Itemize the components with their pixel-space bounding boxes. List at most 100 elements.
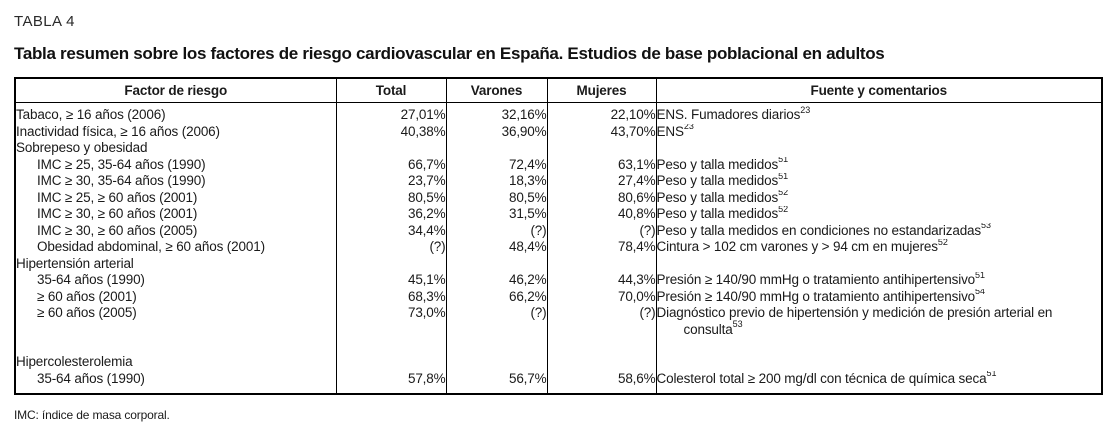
- total-value: 27,01%: [335, 102, 446, 124]
- varones-value: 66,2%: [445, 288, 547, 305]
- mujeres-value: (?): [546, 222, 656, 239]
- risk-factor-label: Hipercolesterolemia: [16, 354, 133, 369]
- total-value: [335, 255, 446, 272]
- varones-value: [445, 354, 547, 371]
- risk-factor-label: IMC ≥ 25, ≥ 60 años (2001): [37, 189, 198, 205]
- risk-factor-label: IMC ≥ 30, 35-64 años (1990): [37, 173, 206, 188]
- total-value: 80,5%: [335, 189, 446, 206]
- mujeres-value: 63,1%: [546, 156, 656, 173]
- varones-value: 31,5%: [445, 206, 547, 223]
- col-header-fuente: Fuente y comentarios: [655, 78, 1102, 103]
- table-row: Inactividad física, ≥ 16 años (2006) 40,…: [15, 123, 1102, 140]
- reference-superscript: 23: [683, 123, 694, 131]
- source-text: Peso y talla medidos51: [657, 173, 1069, 190]
- risk-factor-label: ≥ 60 años (2005): [37, 305, 137, 320]
- total-value: 34,4%: [335, 222, 446, 239]
- risk-factor-label: IMC ≥ 30, ≥ 60 años (2005): [37, 222, 198, 238]
- footnote: IMC: índice de masa corporal.: [14, 408, 170, 422]
- col-header-varones: Varones: [445, 78, 547, 103]
- table-row: 35-64 años (1990) 45,1% 46,2% 44,3% Pres…: [15, 272, 1102, 289]
- varones-value: (?): [445, 222, 547, 239]
- table-row: Hipertensión arterial: [15, 255, 1102, 272]
- varones-value: 32,16%: [445, 102, 547, 124]
- varones-value: [445, 140, 547, 157]
- risk-factors-table: Factor de riesgo Total Varones Mujeres F…: [14, 77, 1103, 395]
- total-value: 68,3%: [335, 288, 446, 305]
- risk-factor-label: Tabaco, ≥ 16 años (2006): [16, 107, 166, 122]
- risk-factor-label: Sobrepeso y obesidad: [16, 140, 148, 155]
- reference-superscript: 51: [778, 156, 789, 164]
- source-text: ENS. Fumadores diarios23: [656, 104, 811, 122]
- source-text: Presión ≥ 140/90 mmHg o tratamiento anti…: [657, 289, 1069, 306]
- mujeres-value: 70,0%: [546, 288, 656, 305]
- source-text: Diagnóstico previo de hipertensión y med…: [656, 305, 1053, 337]
- reference-superscript: 53: [981, 222, 992, 230]
- reference-superscript: 52: [778, 206, 789, 214]
- total-value: 66,7%: [335, 156, 446, 173]
- page-title: Tabla resumen sobre los factores de ries…: [14, 44, 885, 63]
- varones-value: 72,4%: [445, 156, 547, 173]
- col-header-total: Total: [335, 78, 446, 103]
- total-value: 36,2%: [335, 206, 446, 223]
- varones-value: 18,3%: [445, 173, 547, 190]
- mujeres-value: [546, 338, 656, 354]
- table-row: Tabaco, ≥ 16 años (2006) 27,01% 32,16% 2…: [15, 102, 1102, 124]
- table-row: IMC ≥ 25, ≥ 60 años (2001) 80,5% 80,5% 8…: [15, 189, 1102, 207]
- reference-superscript: 52: [937, 239, 948, 247]
- reference-superscript: 54: [975, 288, 986, 296]
- varones-value: (?): [445, 305, 547, 338]
- table-row: IMC ≥ 30, ≥ 60 años (2001) 36,2% 31,5% 4…: [15, 206, 1102, 223]
- risk-factor-label: Hipertensión arterial: [16, 255, 134, 271]
- mujeres-value: 44,3%: [546, 272, 656, 289]
- table-row: Sobrepeso y obesidad: [15, 140, 1102, 157]
- total-value: [335, 338, 446, 354]
- varones-value: 46,2%: [445, 272, 547, 289]
- risk-factor-label: IMC ≥ 25, 35-64 años (1990): [37, 156, 206, 172]
- reference-superscript: 52: [778, 189, 789, 197]
- varones-value: 80,5%: [445, 189, 547, 206]
- mujeres-value: 58,6%: [546, 370, 656, 394]
- risk-factor-label: Obesidad abdominal, ≥ 60 años (2001): [37, 239, 265, 254]
- table-header: Factor de riesgo Total Varones Mujeres F…: [15, 78, 1102, 103]
- table-row: IMC ≥ 30, 35-64 años (1990) 23,7% 18,3% …: [15, 173, 1102, 190]
- mujeres-value: 22,10%: [546, 102, 656, 124]
- mujeres-value: 40,8%: [546, 206, 656, 223]
- mujeres-value: 43,70%: [546, 123, 656, 140]
- total-value: 73,0%: [335, 305, 446, 338]
- risk-factor-label: IMC ≥ 30, ≥ 60 años (2001): [37, 206, 198, 221]
- mujeres-value: [546, 354, 656, 371]
- mujeres-value: [546, 255, 656, 272]
- source-text: Presión ≥ 140/90 mmHg o tratamiento anti…: [657, 272, 1069, 289]
- mujeres-value: 80,6%: [546, 189, 656, 206]
- reference-superscript: 51: [986, 370, 997, 378]
- table-row: ≥ 60 años (2005) 73,0% (?) (?) Diagnósti…: [15, 305, 1102, 338]
- reference-superscript: 51: [778, 173, 789, 181]
- total-value: 57,8%: [335, 370, 446, 394]
- source-text: Peso y talla medidos51: [657, 157, 1069, 174]
- spacer-row: [15, 338, 1102, 354]
- total-value: [335, 140, 446, 157]
- source-text: Cintura > 102 cm varones y > 94 cm en mu…: [657, 239, 1069, 256]
- source-text: Peso y talla medidos52: [657, 190, 1069, 207]
- source-text: Peso y talla medidos52: [657, 206, 1069, 223]
- mujeres-value: [546, 140, 656, 157]
- reference-superscript: 23: [800, 104, 811, 115]
- total-value: [335, 354, 446, 371]
- total-value: 45,1%: [335, 272, 446, 289]
- total-value: 40,38%: [335, 123, 446, 140]
- varones-value: 56,7%: [445, 370, 547, 394]
- risk-factor-label: Inactividad física, ≥ 16 años (2006): [16, 123, 220, 139]
- total-value: 23,7%: [335, 173, 446, 190]
- col-header-factor: Factor de riesgo: [15, 78, 336, 103]
- risk-factor-label: 35-64 años (1990): [37, 272, 145, 287]
- col-header-mujeres: Mujeres: [546, 78, 656, 103]
- varones-value: 48,4%: [445, 239, 547, 256]
- risk-factor-label: ≥ 60 años (2001): [37, 288, 137, 304]
- table-row: IMC ≥ 30, ≥ 60 años (2005) 34,4% (?) (?)…: [15, 222, 1102, 240]
- source-text: Peso y talla medidos en condiciones no e…: [657, 223, 1069, 240]
- total-value: (?): [335, 239, 446, 256]
- table-body: Tabaco, ≥ 16 años (2006) 27,01% 32,16% 2…: [15, 102, 1102, 394]
- table-row: 35-64 años (1990) 57,8% 56,7% 58,6% Cole…: [15, 370, 1102, 394]
- mujeres-value: 78,4%: [546, 239, 656, 256]
